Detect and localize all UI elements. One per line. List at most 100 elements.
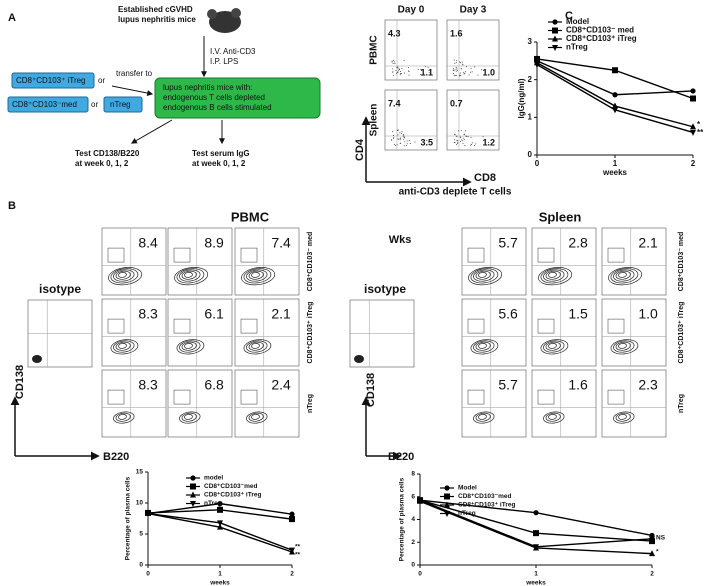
- row-label: Spleen: [369, 104, 380, 137]
- gate-box: [607, 247, 625, 263]
- gate-box: [537, 247, 555, 263]
- event-dot: [453, 69, 455, 71]
- event-dot: [399, 132, 401, 134]
- gate-box: [537, 318, 555, 334]
- event-dot: [459, 75, 461, 77]
- data-point: [534, 55, 540, 62]
- event-dot: [397, 138, 399, 140]
- panel-label: C: [565, 10, 573, 22]
- panel-label: A: [8, 12, 16, 24]
- contour: [113, 269, 135, 282]
- event-dot: [401, 67, 403, 69]
- data-point: [690, 129, 696, 136]
- contour: [475, 270, 491, 280]
- event-dot: [462, 143, 464, 145]
- arrow: [111, 85, 154, 97]
- event-dot: [459, 72, 461, 74]
- x-tick-label: 1: [218, 571, 222, 578]
- event-dot: [460, 130, 462, 132]
- schematic-text: or: [98, 76, 105, 85]
- y-axis-label: Percentage of plasma cells: [399, 477, 406, 561]
- contour: [110, 268, 139, 284]
- gate-value: 8.3: [138, 306, 158, 322]
- schematic: Established cGVHD lupus nephritis mice I…: [7, 5, 321, 168]
- event-dot: [395, 73, 397, 75]
- event-dot: [468, 74, 470, 76]
- contour: [543, 340, 565, 353]
- contour: [251, 272, 260, 278]
- gate-value: 1.1: [420, 67, 433, 77]
- gate-box: [467, 247, 485, 263]
- event-dot: [420, 69, 422, 71]
- data-point: [217, 520, 223, 527]
- gate-box: [467, 318, 485, 334]
- event-dot: [391, 60, 393, 62]
- gate-box: [607, 389, 625, 405]
- event-dot: [397, 71, 399, 73]
- event-dot: [456, 67, 458, 69]
- event-dot: [394, 62, 396, 64]
- event-dot: [481, 69, 483, 71]
- legend-label: CD8⁺CD103⁺ iTreg: [204, 492, 261, 499]
- contour: [540, 268, 569, 284]
- event-dot: [475, 143, 477, 145]
- contour: [470, 268, 499, 284]
- row-label: CD8⁺CD103⁻ med: [678, 232, 685, 292]
- contour: [545, 270, 561, 280]
- contour: [246, 340, 268, 353]
- series-line: [147, 512, 293, 553]
- event-dot: [402, 136, 404, 138]
- contour: [108, 267, 143, 286]
- legend-label: nTreg: [458, 510, 476, 517]
- legend-marker: [552, 45, 558, 51]
- event-dot: [424, 65, 426, 67]
- legend-marker: [444, 493, 450, 500]
- row-label: CD8⁺CD103⁺ iTreg: [678, 302, 685, 364]
- data-point: [690, 88, 696, 94]
- contour: [478, 343, 487, 349]
- gate-box: [107, 389, 125, 405]
- event-dot: [401, 73, 403, 75]
- y-axis-label: IgG(ng/ml): [517, 78, 526, 118]
- row-label: CD8⁺CD103⁻ med: [307, 232, 314, 292]
- contour: [179, 269, 201, 282]
- legend-marker: [190, 501, 196, 507]
- event-dot: [455, 144, 457, 146]
- event-dot: [452, 67, 454, 69]
- gate-box: [173, 318, 191, 334]
- flow-plot: [461, 369, 527, 438]
- event-dot: [470, 68, 472, 70]
- event-dot: [399, 71, 401, 73]
- gate-value: 0.7: [450, 98, 463, 108]
- event-dot: [408, 71, 410, 73]
- x-tick-label: 0: [535, 159, 540, 168]
- event-dot: [455, 70, 457, 72]
- event-dot: [465, 71, 467, 73]
- data-point: [649, 536, 655, 543]
- contour: [243, 268, 272, 284]
- y-tick-label: 15: [136, 469, 144, 476]
- legend-label: nTreg: [566, 43, 588, 52]
- event-dot: [455, 66, 457, 68]
- row-label: PBMC: [369, 35, 380, 64]
- contour: [608, 267, 643, 286]
- event-dot: [456, 142, 458, 144]
- gate-box: [240, 389, 258, 405]
- event-dot: [417, 69, 419, 71]
- flow-plot: [234, 298, 300, 367]
- event-dot: [402, 133, 404, 135]
- flow-plot: [101, 298, 167, 367]
- row-label: nTreg: [678, 394, 685, 413]
- event-dot: [452, 69, 454, 71]
- event-dot: [393, 61, 395, 63]
- y-tick-label: 8: [411, 471, 415, 478]
- event-dot: [401, 130, 403, 132]
- flow-plot: [461, 227, 527, 296]
- legend-label: CD8⁺CD103⁻ med: [566, 26, 634, 35]
- event-dot: [398, 129, 400, 131]
- legend-marker: [190, 483, 196, 490]
- event-dot: [390, 139, 392, 141]
- contour: [246, 411, 268, 424]
- data-point: [217, 506, 223, 513]
- event-dot: [457, 140, 459, 142]
